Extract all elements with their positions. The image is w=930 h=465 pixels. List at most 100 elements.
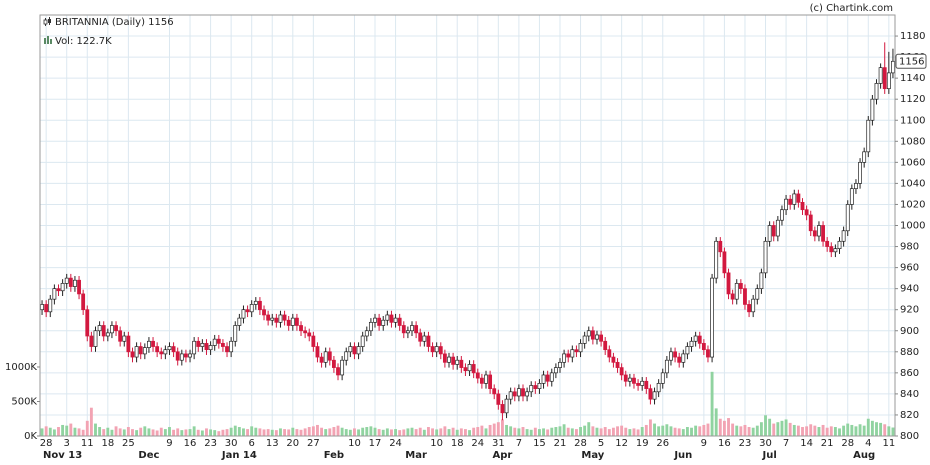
volume-bar — [250, 426, 254, 436]
x-tick-label: 30 — [225, 438, 238, 449]
volume-bar — [546, 429, 550, 436]
volume-bar — [377, 429, 381, 436]
volume-bar — [603, 427, 607, 436]
candle-body — [743, 288, 747, 305]
volume-tick-label: 500K — [11, 396, 37, 407]
volume-bar — [225, 429, 229, 436]
volume-bar — [196, 429, 200, 436]
candle-body — [459, 359, 464, 368]
volume-bar — [73, 427, 77, 436]
volume-bar — [550, 427, 554, 436]
candle-body — [817, 225, 821, 237]
candle-body — [644, 380, 649, 389]
y-tick-label: 1100 — [900, 115, 925, 126]
volume-bar — [768, 418, 772, 436]
candle-body — [344, 351, 349, 361]
volume-bar — [340, 427, 344, 436]
candle-body — [574, 349, 579, 353]
volume-bar — [796, 425, 800, 436]
y-tick-label: 920 — [900, 305, 919, 316]
volume-bar — [155, 430, 159, 436]
candle-body — [747, 304, 751, 313]
candle-body — [496, 393, 501, 405]
candle-body — [504, 398, 509, 414]
volume-bar — [759, 422, 763, 436]
volume-bar — [402, 429, 406, 436]
candle-body — [854, 183, 858, 190]
volume-bar — [143, 426, 147, 436]
volume-bar — [65, 425, 69, 436]
volume-bar — [348, 429, 352, 436]
candle-body — [627, 377, 632, 382]
candle-body — [714, 240, 719, 279]
candle-body — [249, 304, 254, 313]
candle-body — [870, 98, 875, 121]
volume-bar — [583, 425, 587, 436]
volume-bar — [139, 427, 143, 436]
candle-body — [274, 317, 279, 323]
candle-body — [792, 193, 797, 205]
candle-body — [841, 230, 846, 242]
candle-body — [434, 346, 439, 353]
candle-body — [56, 288, 61, 292]
month-label: Mar — [405, 450, 427, 461]
x-tick-label: 7 — [783, 438, 789, 449]
volume-bar — [640, 427, 644, 436]
candle-body — [208, 345, 213, 351]
candle-body — [874, 83, 879, 100]
candle-body — [763, 240, 768, 274]
volume-bar — [710, 371, 714, 436]
x-tick-label: 5 — [598, 438, 604, 449]
candle-body — [541, 374, 546, 384]
x-tick-label: 3 — [64, 438, 70, 449]
candle-body — [693, 335, 698, 342]
x-tick-label: 16 — [184, 438, 197, 449]
volume-bar — [418, 427, 422, 436]
x-tick-label: 24 — [389, 438, 402, 449]
candles — [40, 42, 895, 421]
candle-body — [549, 372, 554, 382]
candle-body — [294, 317, 299, 326]
x-tick-label: 15 — [533, 438, 546, 449]
candle-body — [669, 351, 673, 361]
volume-bar — [595, 427, 599, 436]
candle-body — [89, 335, 94, 347]
chart-title: BRITANNIA (Daily) 1156 — [55, 17, 174, 28]
candle-body — [373, 317, 377, 323]
volume-bar — [217, 431, 221, 436]
volume-bar — [262, 429, 266, 436]
candle-body — [730, 293, 735, 300]
volume-bar — [118, 428, 122, 436]
candle-body — [780, 209, 784, 221]
volume-bar — [287, 429, 291, 436]
candle-body — [196, 340, 201, 347]
volume-bar — [628, 429, 632, 436]
candle-body — [701, 343, 706, 351]
y-tick-label: 980 — [900, 242, 919, 253]
volume-bar — [270, 429, 274, 436]
volume-bar — [722, 420, 726, 436]
month-label: Nov 13 — [43, 450, 82, 461]
candle-body — [829, 246, 834, 253]
volume-bar — [435, 429, 439, 436]
x-tick-label: 17 — [369, 438, 382, 449]
volume-bar — [574, 429, 578, 436]
volume-bar — [77, 428, 81, 436]
volume-bar — [159, 427, 163, 436]
candle-body — [331, 359, 336, 368]
volume-bar — [180, 430, 184, 436]
y-tick-label: 1080 — [900, 136, 925, 147]
volume-bar — [40, 428, 44, 436]
candle-body — [648, 388, 653, 400]
candle-body — [685, 346, 690, 355]
volume-bar — [476, 427, 480, 436]
volume-bar — [192, 426, 196, 436]
candle-body — [270, 317, 275, 321]
candle-body — [422, 335, 427, 342]
candle-body — [722, 251, 727, 274]
candle-body — [689, 340, 694, 347]
candle-body — [151, 340, 155, 347]
y-tick-label: 1020 — [900, 199, 925, 210]
volume-bar — [439, 428, 443, 436]
